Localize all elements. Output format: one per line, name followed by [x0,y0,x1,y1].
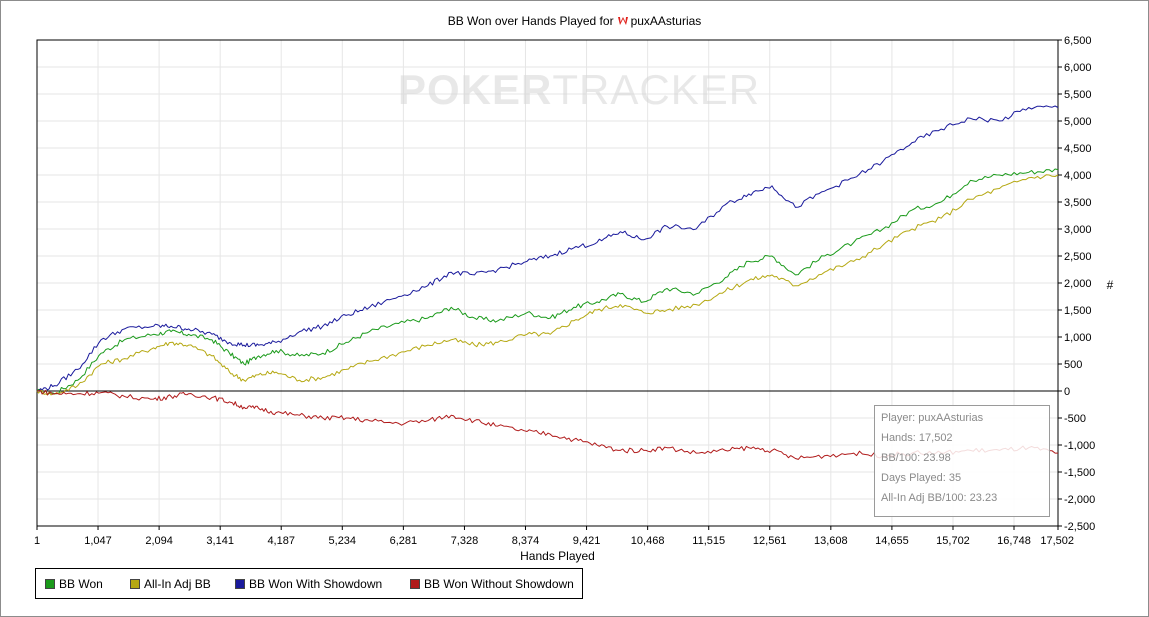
y-tick-label: 5,500 [1064,89,1092,101]
y-axis-label: # [1107,278,1114,292]
y-tick-label: 6,500 [1064,35,1092,47]
y-tick-label: -2,000 [1064,494,1095,506]
pokerstars-spade-icon [617,17,628,25]
info-allin-bb100: All-In Adj BB/100: 23.23 [881,492,998,504]
player-info-box: Player: puxAAsturias Hands: 17,502 BB/10… [874,405,1050,517]
x-tick-label: 1,047 [84,535,112,547]
y-tick-label: 500 [1064,359,1082,371]
x-tick-label: 15,702 [936,535,970,547]
x-tick-label: 2,094 [145,535,173,547]
y-tick-label: 3,500 [1064,197,1092,209]
x-tick-label: 7,328 [451,535,479,547]
y-tick-label: 1,000 [1064,332,1092,344]
info-hands: Hands: 17,502 [881,432,953,444]
legend-item-allin-adj-bb[interactable]: All-In Adj BB [130,577,211,591]
info-player: Player: puxAAsturias [881,412,984,424]
x-tick-label: 10,468 [631,535,665,547]
info-bb100: BB/100: 23.98 [881,452,951,464]
series-line-bb-won-without-showdown [36,389,1058,460]
chart-legend: BB Won All-In Adj BB BB Won With Showdow… [35,568,583,599]
x-tick-label: 13,608 [814,535,848,547]
x-tick-label: 9,421 [573,535,601,547]
x-tick-label: 8,374 [512,535,540,547]
legend-item-bb-won-without-showdown[interactable]: BB Won Without Showdown [410,577,574,591]
x-tick-label: 16,748 [997,535,1031,547]
y-tick-label: 4,000 [1064,170,1092,182]
x-tick-label: 17,502 [1040,535,1074,547]
y-tick-label: -1,500 [1064,467,1095,479]
y-tick-label: 2,500 [1064,251,1092,263]
x-tick-label: 1 [34,535,40,547]
y-tick-label: -500 [1064,413,1086,425]
y-tick-label: -2,500 [1064,521,1095,533]
info-days-played: Days Played: 35 [881,472,962,484]
legend-swatch-bb-won-without-showdown [410,579,420,589]
y-tick-label: 2,000 [1064,278,1092,290]
chart-title-prefix: BB Won over Hands Played for [447,14,614,28]
x-tick-label: 3,141 [206,535,234,547]
pokertracker-watermark: POKERTRACKER [398,66,761,113]
x-tick-label: 4,187 [267,535,295,547]
plot-border [36,39,1059,527]
y-tick-label: 6,000 [1064,62,1092,74]
x-tick-label: 6,281 [390,535,418,547]
chart-title: BB Won over Hands Played for puxAAsturias [0,14,1149,28]
series-line-all-in-adj-bb [36,174,1059,396]
series-line-bb-won [36,168,1059,395]
y-tick-label: 1,500 [1064,305,1092,317]
y-tick-label: -1,000 [1064,440,1095,452]
x-tick-label: 11,515 [692,535,725,547]
legend-item-bb-won-with-showdown[interactable]: BB Won With Showdown [235,577,382,591]
legend-swatch-allin-adj-bb [130,579,140,589]
legend-swatch-bb-won [45,579,55,589]
chart-title-player: puxAAsturias [630,14,702,28]
x-tick-label: 14,655 [875,535,909,547]
legend-item-bb-won[interactable]: BB Won [45,577,103,591]
x-axis-label: Hands Played [520,549,595,563]
x-tick-label: 12,561 [753,535,787,547]
series-line-bb-won-with-showdown [36,105,1059,392]
x-tick-label: 5,234 [329,535,357,547]
y-tick-label: 4,500 [1064,143,1092,155]
legend-swatch-bb-won-with-showdown [235,579,245,589]
y-tick-label: 0 [1064,386,1070,398]
y-tick-label: 3,000 [1064,224,1092,236]
y-tick-label: 5,000 [1064,116,1092,128]
